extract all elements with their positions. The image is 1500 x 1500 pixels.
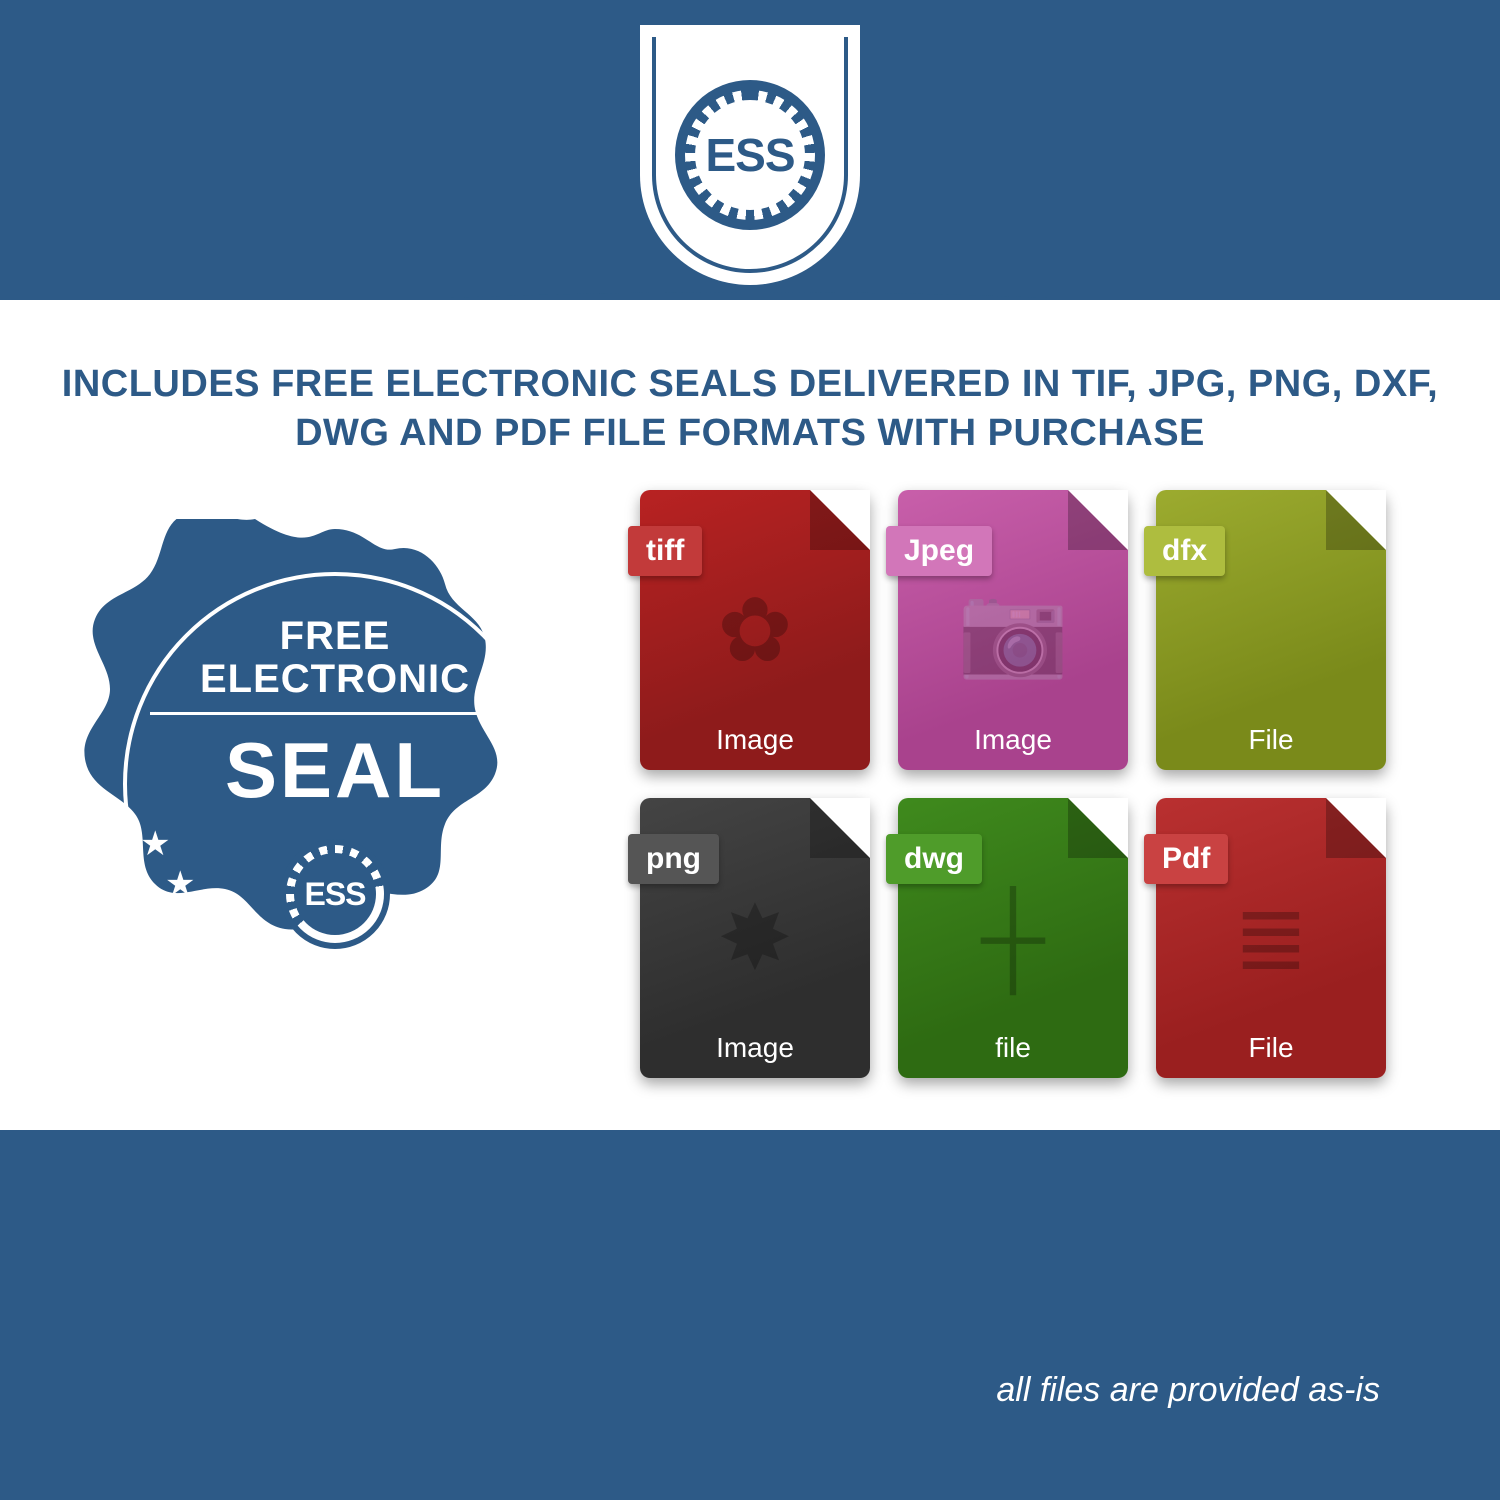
badge-line1: FREE: [70, 614, 600, 659]
file-footer: Image: [640, 1032, 870, 1064]
disclaimer-text: all files are provided as-is: [996, 1371, 1380, 1410]
file-footer: Image: [640, 724, 870, 756]
file-icon-jpeg: Jpeg📷Image: [898, 490, 1128, 770]
badge-rule: [150, 712, 521, 715]
badge-line2: ELECTRONIC: [70, 657, 600, 702]
file-icon-pdf: Pdf≣File: [1156, 798, 1386, 1078]
file-footer: Image: [898, 724, 1128, 756]
content-row: FREE ELECTRONIC SEAL ESS ★ ★ ★ ★ ★ ★ ★ ★…: [70, 490, 1430, 1078]
free-seal-badge: FREE ELECTRONIC SEAL ESS ★ ★ ★ ★ ★ ★ ★ ★: [70, 519, 600, 1049]
file-icon-png: png✸Image: [640, 798, 870, 1078]
badge-gear-text: ESS: [304, 876, 365, 913]
logo-text: ESS: [705, 128, 794, 182]
file-footer: File: [1156, 724, 1386, 756]
badge-gear-icon: ESS: [280, 839, 390, 949]
file-icons-grid: tiff✿ImageJpeg📷ImagedfxFile png✸Imagedwg┼…: [640, 490, 1386, 1078]
file-footer: file: [898, 1032, 1128, 1064]
badge-text: FREE ELECTRONIC SEAL: [70, 614, 600, 816]
file-icon-tiff: tiff✿Image: [640, 490, 870, 770]
gear-icon: ESS: [675, 80, 825, 230]
file-icon-dfx: dfxFile: [1156, 490, 1386, 770]
file-footer: File: [1156, 1032, 1386, 1064]
headline-text: INCLUDES FREE ELECTRONIC SEALS DELIVERED…: [60, 360, 1440, 459]
logo-shield: ESS: [640, 25, 860, 285]
header-logo-area: ESS: [0, 0, 1500, 285]
file-icon-dwg: dwg┼file: [898, 798, 1128, 1078]
badge-line3: SEAL: [70, 725, 600, 816]
